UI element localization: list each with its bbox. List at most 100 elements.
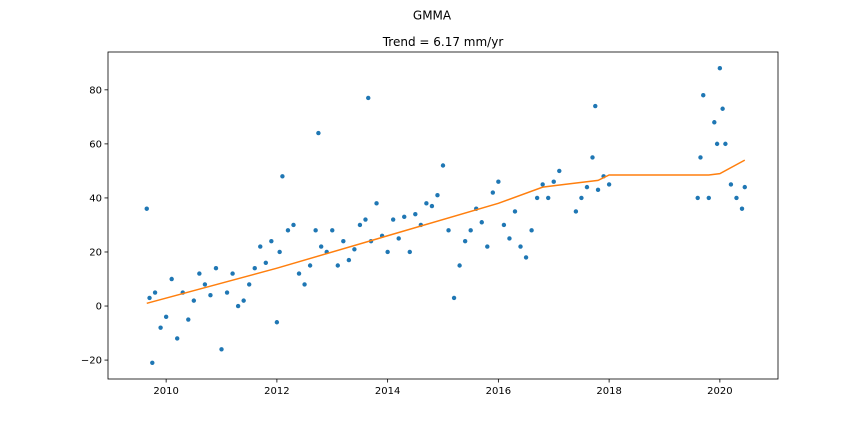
scatter-point [241,298,246,303]
scatter-point [501,222,507,228]
scatter-point [269,238,274,244]
scatter-point [429,203,435,209]
x-tick-label: 2010 [153,386,178,397]
scatter-point [341,238,346,244]
scatter-point [302,282,307,287]
scatter-point [728,182,734,187]
scatter-point [590,155,595,160]
scatter-point [435,193,440,198]
scatter-point [352,247,357,252]
y-tick-label: 60 [89,139,102,150]
scatter-point [457,263,462,268]
scatter-point [557,168,562,174]
x-tick-label: 2014 [375,386,400,397]
plot-frame [107,51,779,380]
scatter-point [390,217,396,222]
scatter-point [213,266,219,271]
scatter-point [595,187,601,193]
scatter-point [413,211,418,217]
x-tick-label: 2020 [707,386,732,397]
scatter-point [720,106,725,111]
scatter-point [313,228,318,233]
scatter-point [546,195,551,201]
scatter-point [169,276,174,282]
scatter-point [717,66,723,71]
scatter-point [440,163,446,168]
scatter-point [366,95,371,101]
scatter-point [296,271,302,276]
scatter-point [150,360,155,365]
scatter-point [698,155,703,160]
scatter-point [316,130,321,136]
scatter-point [219,347,224,352]
scatter-point [584,184,590,190]
scatter-point [424,201,429,206]
scatter-point [318,244,324,249]
scatter-point [263,260,269,265]
scatter-point [285,228,291,233]
scatter-point [518,244,523,249]
scatter-point [163,314,169,320]
scatter-point [496,179,501,184]
scatter-point [593,103,598,109]
scatter-point [235,303,241,309]
scatter-point [307,263,313,268]
y-tick-label: 40 [89,193,102,204]
trend-line [146,159,746,305]
scatter-point [739,206,745,211]
scatter-point [280,174,285,179]
scatter-point [335,263,340,268]
scatter-point [451,295,457,301]
scatter-point [330,228,335,233]
scatter-point [158,325,163,330]
scatter-point [468,228,473,233]
trend-series [146,159,746,305]
y-tick-label: 20 [89,247,102,258]
scatter-point [551,179,556,184]
axes: 2010 2012 2014 2016 2018 2020 −20 0 20 40 60 80 [81,85,733,397]
scatter-point [396,236,401,241]
scatter-series [144,66,747,365]
scatter-point [191,298,197,303]
scatter-point [534,195,540,201]
scatter-point [402,214,407,220]
scatter-point [175,336,180,341]
scatter-point [152,290,158,295]
scatter-point [197,271,202,276]
plot-area [107,51,779,380]
chart-suptitle: GMMA [413,9,452,23]
scatter-point [446,228,451,233]
scatter-point [706,195,711,201]
x-tick-label: 2012 [264,386,289,397]
scatter-point [695,195,700,201]
scatter-point [490,190,496,195]
scatter-point [462,238,468,244]
scatter-point [529,228,534,233]
y-tick-label: −20 [81,356,102,367]
x-tick-label: 2016 [486,386,511,397]
scatter-point [573,209,579,214]
scatter-point [507,236,512,241]
scatter-point [701,93,706,98]
scatter-point [277,249,282,255]
chart-title: Trend = 6.17 mm/yr [382,35,504,49]
scatter-point [540,182,545,187]
y-tick-label: 80 [89,85,102,96]
scatter-point [186,317,191,322]
scatter-point [147,295,152,301]
scatter-point [742,184,747,190]
scatter-point [202,282,208,287]
scatter-point [247,282,252,287]
scatter-point [363,217,368,222]
scatter-point [385,249,390,255]
scatter-point [407,249,412,255]
scatter-point [723,141,728,147]
scatter-point [258,244,263,249]
scatter-point [274,320,280,325]
scatter-point [523,255,529,260]
scatter-point [291,222,296,228]
scatter-point [252,266,257,271]
y-tick-label: 0 [96,302,102,313]
scatter-point [712,120,717,125]
